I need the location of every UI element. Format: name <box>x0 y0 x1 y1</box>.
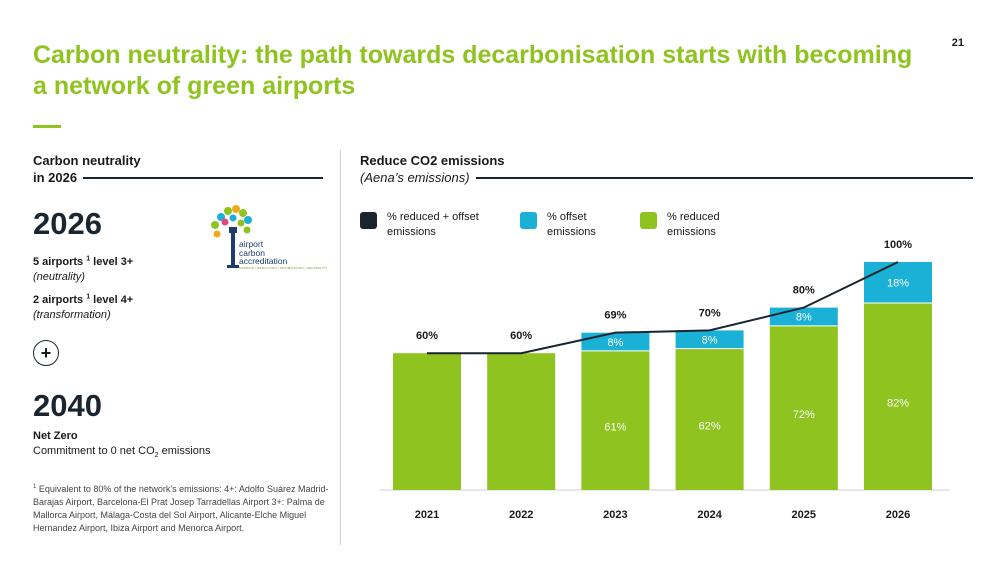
level1-main: 5 airports <box>33 255 84 268</box>
right-section-heading: Reduce CO2 emissions (Aena’s emissions) <box>360 152 973 186</box>
x-tick-2023: 2023 <box>603 509 627 521</box>
label-offset-2023: 8% <box>607 337 623 349</box>
footnote: 1 Equivalent to 80% of the network's emi… <box>33 481 333 535</box>
title-accent-bar <box>33 125 61 128</box>
legend-swatch-offset <box>520 212 537 229</box>
bar-reduced-2024 <box>675 348 744 490</box>
year-2040-heading: 2040 <box>33 388 102 423</box>
x-tick-2022: 2022 <box>509 509 533 521</box>
level-3-block: 5 airports 1 level 3+ (neutrality) <box>33 251 133 285</box>
level2-sup: 1 <box>86 293 91 300</box>
level-4-block: 2 airports 1 level 4+ (transformation) <box>33 289 133 323</box>
x-tick-2025: 2025 <box>792 509 816 521</box>
level2-rest: level 4+ <box>93 293 134 306</box>
label-total-2026: 100% <box>884 239 912 251</box>
logo-line1: airport <box>239 239 264 249</box>
net-zero-title: Net Zero <box>33 430 78 442</box>
logo-wordmark: airport carbon accreditation <box>239 240 287 266</box>
plus-icon: + <box>33 340 59 366</box>
logo-line2: carbon <box>239 247 265 258</box>
legend-swatch-total <box>360 212 377 229</box>
net-zero-description: Commitment to 0 net CO2 emissions <box>33 445 211 459</box>
bar-offset-2024 <box>675 330 744 349</box>
level1-rest: level 3+ <box>93 255 134 268</box>
logo-line3: accreditation <box>239 256 288 266</box>
label-total-2024: 70% <box>699 307 721 319</box>
footnote-text: Equivalent to 80% of the network's emiss… <box>33 484 329 533</box>
label-reduced-2024: 62% <box>699 420 721 432</box>
level1-note: (neutrality) <box>33 270 85 283</box>
bar-reduced-2021 <box>393 353 461 490</box>
label-total-2023: 69% <box>604 310 626 322</box>
x-tick-2024: 2024 <box>697 509 722 521</box>
footnote-sup: 1 <box>33 484 37 490</box>
page-title: Carbon neutrality: the path towards deca… <box>33 41 913 100</box>
label-offset-2025: 8% <box>796 312 812 324</box>
column-divider <box>340 150 341 545</box>
net-zero-desc-post: emissions <box>158 445 211 457</box>
line-reduced-plus-offset <box>427 261 899 355</box>
bar-reduced-2025 <box>769 325 838 490</box>
year-2026-heading: 2026 <box>33 206 102 241</box>
label-offset-2026: 18% <box>887 278 909 290</box>
bar-offset-2026 <box>864 262 932 304</box>
bar-reduced-2023 <box>581 350 650 490</box>
net-zero-desc-sub: 2 <box>154 452 159 460</box>
label-offset-2024: 8% <box>702 335 718 347</box>
left-heading-line1: Carbon neutrality <box>33 153 141 168</box>
level2-note: (transformation) <box>33 308 111 321</box>
left-heading-line2: in 2026 <box>33 170 78 185</box>
legend-label-offset: % offset emissions <box>547 211 596 238</box>
x-tick-2026: 2026 <box>886 509 910 521</box>
label-reduced-2025: 72% <box>793 409 815 421</box>
level1-sup: 1 <box>86 255 91 262</box>
airport-carbon-accreditation-logo <box>211 205 252 268</box>
net-zero-desc-pre: Commitment to 0 net CO <box>33 445 155 457</box>
label-total-2025: 80% <box>793 285 815 297</box>
label-reduced-2023: 61% <box>604 421 626 433</box>
legend-item-reduced: % reduced emissions <box>640 210 737 240</box>
bar-reduced-2022 <box>487 353 556 490</box>
label-total-2021: 60% <box>416 330 438 342</box>
right-heading-rule <box>475 176 973 179</box>
legend-item-total: % reduced + offset emissions <box>360 210 507 240</box>
page-number: 21 <box>951 37 964 49</box>
legend-label-reduced: % reduced emissions <box>667 211 720 238</box>
level2-main: 2 airports <box>33 293 84 306</box>
legend-swatch-reduced <box>640 212 657 229</box>
right-heading: Reduce CO2 emissions <box>360 153 505 168</box>
label-total-2022: 60% <box>510 330 532 342</box>
legend-item-offset: % offset emissions <box>520 210 617 240</box>
logo-tagline: MAPPING | REDUCTION | OPTIMISATION | NEU… <box>239 266 328 270</box>
left-heading-rule <box>83 176 323 179</box>
bar-reduced-2026 <box>864 303 932 490</box>
right-subheading: (Aena’s emissions) <box>360 170 470 185</box>
left-section-heading: Carbon neutrality in 2026 <box>33 152 323 186</box>
legend-label-total: % reduced + offset emissions <box>387 211 479 238</box>
label-reduced-2026: 82% <box>887 398 909 410</box>
x-tick-2021: 2021 <box>415 509 439 521</box>
